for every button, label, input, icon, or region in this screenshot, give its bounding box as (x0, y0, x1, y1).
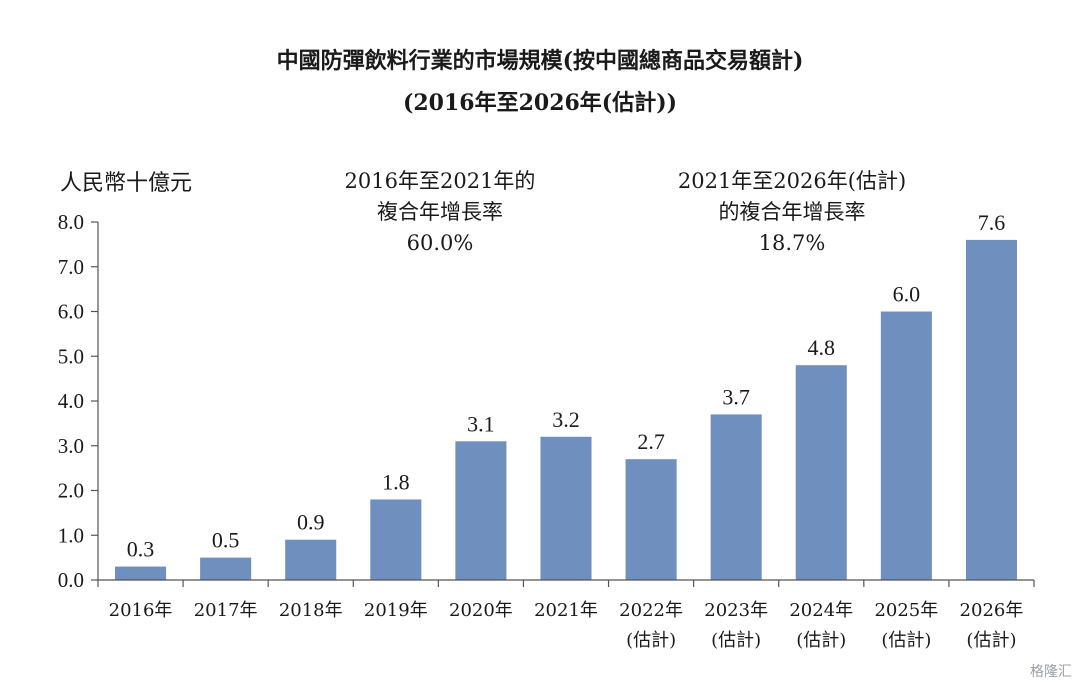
x-tick-label: 2019年 (364, 600, 428, 621)
cagr-note-2-line-1: 2021年至2026年(估計) (678, 169, 906, 193)
bars: 0.3 0.5 0.9 1.8 3.1 3.2 2.7 3.7 4.8 6.0 7.6 (115, 210, 1017, 580)
x-tick-label: 2020年 (449, 600, 513, 621)
bar (115, 566, 167, 580)
bar (200, 557, 252, 580)
data-label: 0.5 (212, 528, 240, 553)
x-tick-label: 2025年 (874, 600, 938, 621)
bar (285, 539, 337, 580)
data-label: 3.7 (722, 384, 750, 409)
y-tick-label: 3.0 (58, 434, 84, 458)
bar (370, 499, 422, 580)
bar (880, 311, 932, 580)
data-label: 3.1 (467, 411, 495, 436)
x-tick-label: 2016年 (109, 600, 173, 621)
y-tick-label: 0.0 (58, 568, 84, 592)
x-tick-label: 2017年 (194, 600, 258, 621)
y-tick-label: 8.0 (58, 210, 84, 234)
data-label: 4.8 (808, 335, 836, 360)
data-label: 0.9 (297, 510, 325, 535)
x-tick-label: (估計) (966, 630, 1016, 651)
cagr-note-1-line-2: 複合年增長率 (377, 200, 503, 224)
x-tick-label: 2026年 (960, 600, 1024, 621)
bar (540, 436, 592, 580)
y-tick-label: 2.0 (58, 479, 84, 503)
bar (455, 441, 507, 580)
x-tick-label: (估計) (626, 630, 676, 651)
bar (710, 414, 762, 580)
x-tick-label: 2018年 (279, 600, 343, 621)
x-tick-label: (估計) (711, 630, 761, 651)
x-axis: 2016年 2017年 2018年 2019年 2020年 2021年 2022年 (估計) 2… (97, 579, 1035, 651)
bar (965, 239, 1017, 580)
y-tick-label: 1.0 (58, 523, 84, 547)
x-tick-label: (估計) (881, 630, 931, 651)
data-label: 2.7 (637, 429, 665, 454)
y-tick-label: 5.0 (58, 344, 84, 368)
cagr-note-1-value: 60.0% (407, 231, 474, 255)
x-tick-label: 2023年 (704, 600, 768, 621)
cagr-note-2-value: 18.7% (759, 231, 826, 255)
y-tick-label: 7.0 (58, 255, 84, 279)
chart-subtitle: (2016年至2026年(估計)) (403, 90, 677, 116)
watermark: 格隆汇 (1030, 664, 1072, 680)
y-tick-label: 4.0 (58, 389, 84, 413)
y-axis: 0.0 1.0 2.0 3.0 4.0 5.0 6.0 7.0 8.0 (58, 210, 99, 592)
bar (795, 365, 847, 580)
data-label: 6.0 (893, 282, 921, 307)
cagr-note-2-line-2: 的複合年增長率 (719, 200, 866, 224)
x-tick-label: (估計) (796, 630, 846, 651)
cagr-annotations: 2016年至2021年的 複合年增長率 60.0% 2021年至2026年(估計… (345, 169, 907, 255)
data-label: 3.2 (552, 407, 580, 432)
x-tick-label: 2021年 (534, 600, 598, 621)
y-tick-label: 6.0 (58, 300, 84, 324)
x-tick-label: 2022年 (619, 600, 683, 621)
data-label: 1.8 (382, 469, 410, 494)
chart-title: 中國防彈飲料行業的市場規模(按中國總商品交易額計) (277, 48, 804, 74)
cagr-note-1-line-1: 2016年至2021年的 (345, 169, 536, 193)
data-label: 0.3 (127, 537, 155, 562)
data-label: 7.6 (978, 210, 1006, 235)
bar (625, 459, 677, 580)
x-tick-label: 2024年 (789, 600, 853, 621)
y-axis-label: 人民幣十億元 (60, 171, 192, 196)
